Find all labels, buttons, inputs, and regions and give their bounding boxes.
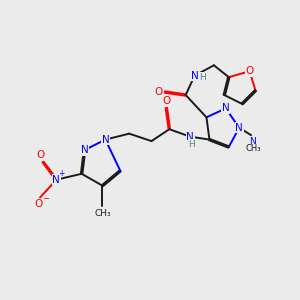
Text: O: O <box>245 66 254 76</box>
Text: N: N <box>222 103 230 113</box>
Text: O: O <box>34 199 43 209</box>
Text: +: + <box>58 169 65 178</box>
Text: N: N <box>101 135 109 145</box>
Text: H: H <box>188 140 195 148</box>
Text: N: N <box>235 123 243 133</box>
Text: N: N <box>81 145 88 155</box>
Text: N: N <box>52 175 60 185</box>
Text: N: N <box>191 71 199 81</box>
Text: CH₃: CH₃ <box>94 209 111 218</box>
Text: O: O <box>155 87 163 97</box>
Text: −: − <box>42 194 49 203</box>
Text: CH₃: CH₃ <box>246 144 261 153</box>
Text: H: H <box>200 73 206 82</box>
Text: N: N <box>186 132 194 142</box>
Text: O: O <box>162 96 170 106</box>
Text: O: O <box>37 150 45 161</box>
Text: N: N <box>249 137 256 146</box>
